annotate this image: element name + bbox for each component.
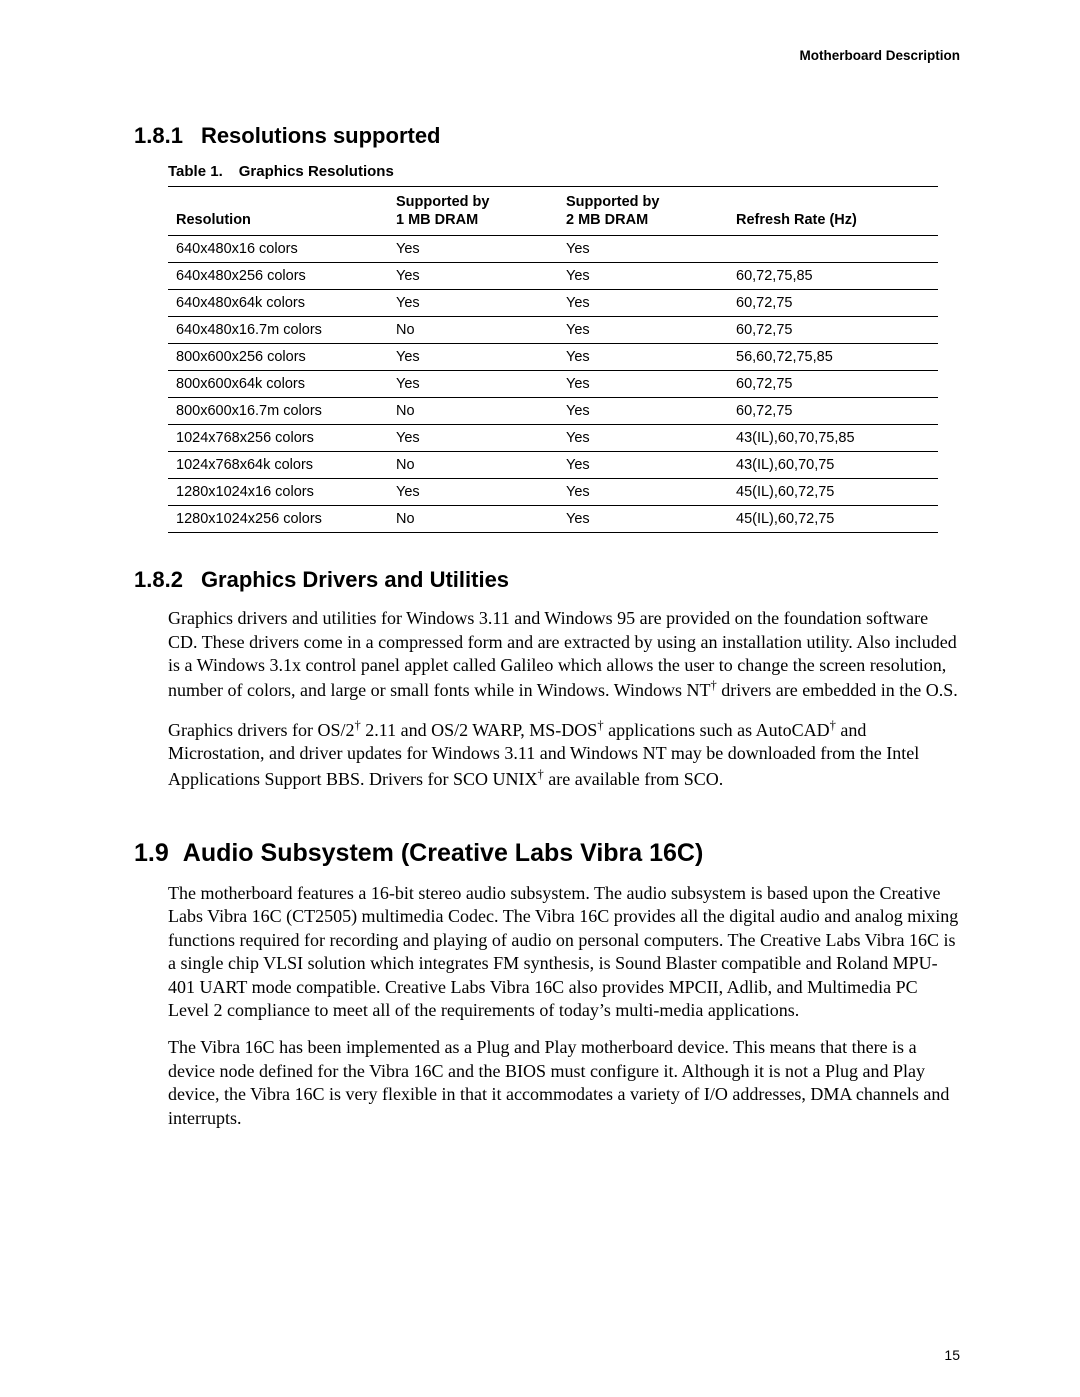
- page-number: 15: [944, 1347, 960, 1363]
- table-body: 640x480x16 colorsYesYes640x480x256 color…: [168, 236, 938, 533]
- table-cell: Yes: [558, 371, 728, 398]
- section-182-para-1: Graphics drivers and utilities for Windo…: [168, 607, 960, 703]
- table-row: 1280x1024x256 colorsNoYes45(IL),60,72,75: [168, 506, 938, 533]
- col-header-2mb: Supported by 2 MB DRAM: [558, 187, 728, 236]
- table-cell: 60,72,75: [728, 371, 938, 398]
- table-caption-label: Table 1.: [168, 163, 223, 180]
- col-header-resolution: Supported by Resolution: [168, 187, 388, 236]
- section-19-para-1: The motherboard features a 16-bit stereo…: [168, 882, 960, 1022]
- table-cell: 640x480x16 colors: [168, 236, 388, 263]
- section-181-heading: 1.8.1 Resolutions supported: [134, 123, 960, 149]
- table-cell: 45(IL),60,72,75: [728, 479, 938, 506]
- table-cell: 43(IL),60,70,75,85: [728, 425, 938, 452]
- table-cell: Yes: [558, 479, 728, 506]
- table-cell: 1280x1024x16 colors: [168, 479, 388, 506]
- table-cell: 640x480x256 colors: [168, 263, 388, 290]
- graphics-resolutions-table: Supported by Resolution Supported by 1 M…: [168, 186, 938, 533]
- table-row: 1280x1024x16 colorsYesYes45(IL),60,72,75: [168, 479, 938, 506]
- table-1-caption: Table 1. Graphics Resolutions: [168, 163, 960, 180]
- table-cell: 800x600x16.7m colors: [168, 398, 388, 425]
- table-row: 640x480x16 colorsYesYes: [168, 236, 938, 263]
- section-19-para-2: The Vibra 16C has been implemented as a …: [168, 1036, 960, 1130]
- section-182-para-2: Graphics drivers for OS/2† 2.11 and OS/2…: [168, 717, 960, 791]
- table-cell: 60,72,75,85: [728, 263, 938, 290]
- section-181-number: 1.8.1: [134, 123, 183, 149]
- section-19-title: Audio Subsystem (Creative Labs Vibra 16C…: [183, 839, 704, 867]
- table-cell: Yes: [558, 290, 728, 317]
- section-181-title: Resolutions supported: [201, 123, 441, 148]
- table-cell: Yes: [558, 425, 728, 452]
- table-cell: 60,72,75: [728, 398, 938, 425]
- table-cell: 640x480x64k colors: [168, 290, 388, 317]
- table-cell: 45(IL),60,72,75: [728, 506, 938, 533]
- table-row: 640x480x256 colorsYesYes60,72,75,85: [168, 263, 938, 290]
- table-cell: 1024x768x64k colors: [168, 452, 388, 479]
- document-page: Motherboard Description 1.8.1 Resolutions…: [0, 0, 1080, 1397]
- table-cell: Yes: [388, 479, 558, 506]
- table-cell: No: [388, 452, 558, 479]
- table-cell: Yes: [558, 317, 728, 344]
- table-row: 800x600x16.7m colorsNoYes60,72,75: [168, 398, 938, 425]
- table-cell: 800x600x64k colors: [168, 371, 388, 398]
- table-cell: 60,72,75: [728, 290, 938, 317]
- table-cell: Yes: [558, 236, 728, 263]
- table-cell: Yes: [558, 263, 728, 290]
- running-header: Motherboard Description: [134, 48, 960, 63]
- table-row: 1024x768x64k colorsNoYes43(IL),60,70,75: [168, 452, 938, 479]
- table-cell: 43(IL),60,70,75: [728, 452, 938, 479]
- table-cell: Yes: [558, 398, 728, 425]
- table-cell: Yes: [388, 236, 558, 263]
- table-cell: Yes: [558, 344, 728, 371]
- table-cell: Yes: [558, 452, 728, 479]
- table-row: 1024x768x256 colorsYesYes43(IL),60,70,75…: [168, 425, 938, 452]
- table-cell: 800x600x256 colors: [168, 344, 388, 371]
- col-header-1mb: Supported by 1 MB DRAM: [388, 187, 558, 236]
- table-cell: Yes: [388, 263, 558, 290]
- table-cell: [728, 236, 938, 263]
- table-cell: No: [388, 398, 558, 425]
- table-cell: 60,72,75: [728, 317, 938, 344]
- table-row: 800x600x64k colorsYesYes60,72,75: [168, 371, 938, 398]
- table-cell: 640x480x16.7m colors: [168, 317, 388, 344]
- section-19-number: 1.9: [134, 839, 169, 868]
- table-cell: Yes: [388, 344, 558, 371]
- table-caption-title: Graphics Resolutions: [239, 163, 394, 180]
- table-row: 640x480x64k colorsYesYes60,72,75: [168, 290, 938, 317]
- table-row: 800x600x256 colorsYesYes56,60,72,75,85: [168, 344, 938, 371]
- col-header-refresh: Supported by Refresh Rate (Hz): [728, 187, 938, 236]
- table-cell: No: [388, 317, 558, 344]
- table-cell: Yes: [388, 290, 558, 317]
- section-182-number: 1.8.2: [134, 567, 183, 593]
- table-cell: Yes: [558, 506, 728, 533]
- table-cell: Yes: [388, 425, 558, 452]
- section-19-heading: 1.9 Audio Subsystem (Creative Labs Vibra …: [134, 839, 960, 868]
- table-cell: 56,60,72,75,85: [728, 344, 938, 371]
- table-cell: Yes: [388, 371, 558, 398]
- table-cell: No: [388, 506, 558, 533]
- table-row: 640x480x16.7m colorsNoYes60,72,75: [168, 317, 938, 344]
- section-182-heading: 1.8.2 Graphics Drivers and Utilities: [134, 567, 960, 593]
- section-182-title: Graphics Drivers and Utilities: [201, 567, 509, 592]
- table-cell: 1024x768x256 colors: [168, 425, 388, 452]
- table-cell: 1280x1024x256 colors: [168, 506, 388, 533]
